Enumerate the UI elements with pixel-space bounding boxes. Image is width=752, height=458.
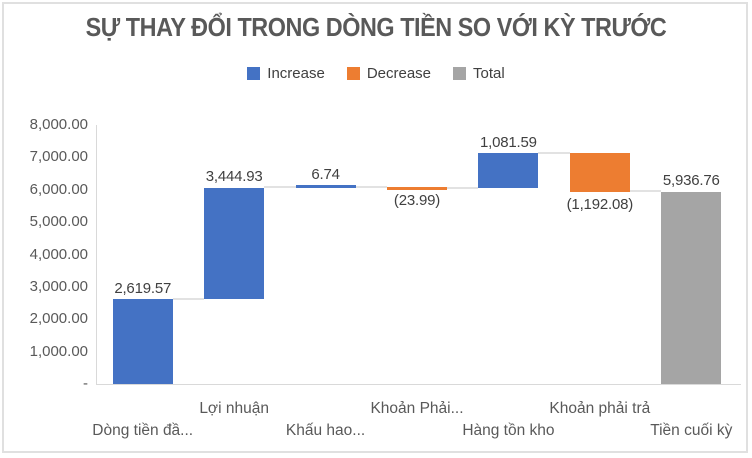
waterfall-bar[interactable] <box>204 187 265 300</box>
connector-line <box>172 297 205 300</box>
x-axis-category-label: Hàng tồn kho <box>462 422 555 439</box>
legend-label: Increase <box>267 64 325 82</box>
x-axis-category-label: Lợi nhuận <box>199 400 269 417</box>
waterfall-bar[interactable] <box>112 299 173 384</box>
x-axis-category-label: Khấu hao... <box>285 422 366 439</box>
total-swatch-icon <box>453 66 467 80</box>
x-axis-category-label: Khoản Phải... <box>370 400 464 417</box>
x-axis-category-label: Dòng tiền đầ... <box>92 422 194 439</box>
bar-data-label: (23.99) <box>393 192 441 210</box>
bar-data-label: (1,192.08) <box>566 195 634 213</box>
y-axis-line <box>96 125 97 384</box>
bar-data-label: 6.74 <box>311 165 340 183</box>
legend-label: Total <box>473 64 505 82</box>
waterfall-bar[interactable] <box>569 153 630 192</box>
chart-title[interactable]: SỰ THAY ĐỔI TRONG DÒNG TIỀN SO VỚI KỲ TR… <box>85 12 667 42</box>
y-axis-tick-label: 2,000.00 <box>29 310 88 328</box>
bar-data-label: 1,081.59 <box>480 133 537 151</box>
waterfall-bar[interactable] <box>661 191 722 384</box>
connector-line <box>538 151 570 154</box>
legend-label: Decrease <box>366 64 432 82</box>
y-axis-tick-label: - <box>83 375 88 392</box>
bar-data-label: 2,619.57 <box>114 279 172 297</box>
y-axis-tick-label: 1,000.00 <box>29 342 88 360</box>
y-axis-tick-label: 3,000.00 <box>29 277 88 295</box>
plot-area: 2,619.57 3,444.93 6.74 (23.99) 1,081.59 (1,19… <box>97 125 737 384</box>
waterfall-bar[interactable] <box>387 187 447 190</box>
decrease-swatch-icon <box>346 66 360 80</box>
legend-item-increase[interactable]: Increase <box>247 65 325 82</box>
y-axis-tick-label: 6,000.00 <box>29 180 88 198</box>
y-axis-tick-label: 8,000.00 <box>29 116 88 133</box>
legend-item-decrease[interactable]: Decrease <box>346 64 432 82</box>
y-axis-tick-label: 5,000.00 <box>29 213 88 231</box>
increase-swatch-icon <box>247 66 261 80</box>
connector-line <box>264 186 296 189</box>
x-axis-category-label: Khoản phải trả <box>549 400 651 417</box>
legend-item-total[interactable]: Total <box>453 65 505 82</box>
waterfall-bar[interactable] <box>478 153 539 189</box>
y-axis-tick-label: 4,000.00 <box>29 245 88 263</box>
legend: Increase Decrease Total <box>0 63 752 83</box>
x-axis-line <box>96 384 741 385</box>
connector-line <box>629 190 662 193</box>
waterfall-bar[interactable] <box>295 185 356 188</box>
connector-line <box>355 185 387 188</box>
y-axis-tick-label: 7,000.00 <box>29 148 88 166</box>
bar-data-label: 3,444.93 <box>205 168 263 186</box>
x-axis-category-label: Tiền cuối kỳ <box>650 422 733 439</box>
connector-line <box>447 186 479 189</box>
bar-data-label: 5,936.76 <box>662 172 720 190</box>
